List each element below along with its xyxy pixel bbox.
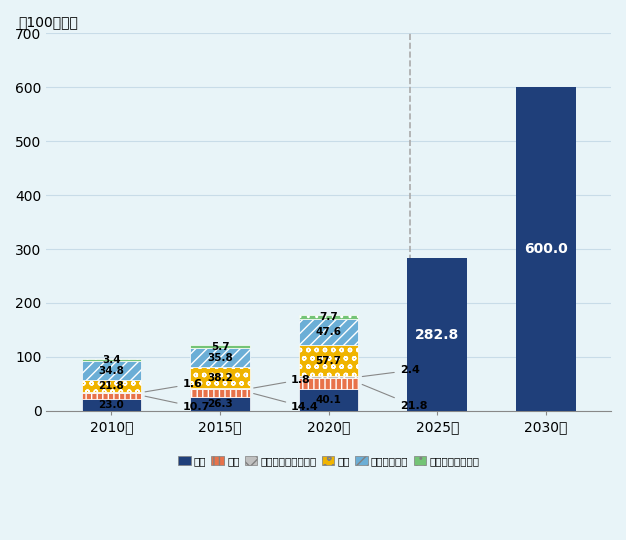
Bar [81, 361, 141, 380]
Text: 14.4: 14.4 [254, 394, 319, 412]
Bar [408, 258, 467, 411]
Text: （100万台）: （100万台） [18, 15, 78, 29]
Bar [190, 397, 250, 411]
Text: 21.8: 21.8 [362, 384, 428, 410]
Text: 10.7: 10.7 [145, 396, 210, 412]
Bar [299, 389, 359, 411]
Text: 35.8: 35.8 [207, 353, 233, 363]
Text: 1.8: 1.8 [254, 375, 311, 388]
Bar [299, 319, 359, 345]
Text: 7.7: 7.7 [319, 312, 338, 322]
Text: 47.6: 47.6 [316, 327, 342, 338]
Text: 3.4: 3.4 [102, 355, 121, 366]
Text: 600.0: 600.0 [524, 242, 568, 256]
Text: 40.1: 40.1 [316, 395, 342, 405]
Text: 21.8: 21.8 [98, 381, 125, 391]
Text: 57.7: 57.7 [316, 356, 342, 366]
Bar [190, 389, 250, 397]
Bar [81, 360, 141, 361]
Text: 2.4: 2.4 [362, 366, 419, 376]
Bar [81, 399, 141, 411]
Text: 23.0: 23.0 [98, 400, 125, 410]
Bar [190, 367, 250, 388]
Bar [299, 345, 359, 376]
Text: 5.7: 5.7 [211, 341, 229, 352]
Bar [190, 345, 250, 348]
Text: 1.6: 1.6 [145, 379, 202, 392]
Bar [81, 393, 141, 399]
Bar [516, 87, 576, 411]
Text: 34.8: 34.8 [98, 366, 125, 376]
Bar [190, 388, 250, 389]
Text: 26.3: 26.3 [207, 399, 233, 409]
Bar [190, 348, 250, 367]
Bar [299, 315, 359, 319]
Bar [81, 380, 141, 392]
Bar [81, 392, 141, 393]
Text: 282.8: 282.8 [415, 328, 459, 342]
Bar [299, 377, 359, 389]
Legend: 北米, 欧州, 中央アジア、ロシア, 中国, その他先進国, その他発展途上国: 北米, 欧州, 中央アジア、ロシア, 中国, その他先進国, その他発展途上国 [174, 451, 483, 470]
Text: 38.2: 38.2 [207, 373, 233, 383]
Bar [299, 376, 359, 377]
